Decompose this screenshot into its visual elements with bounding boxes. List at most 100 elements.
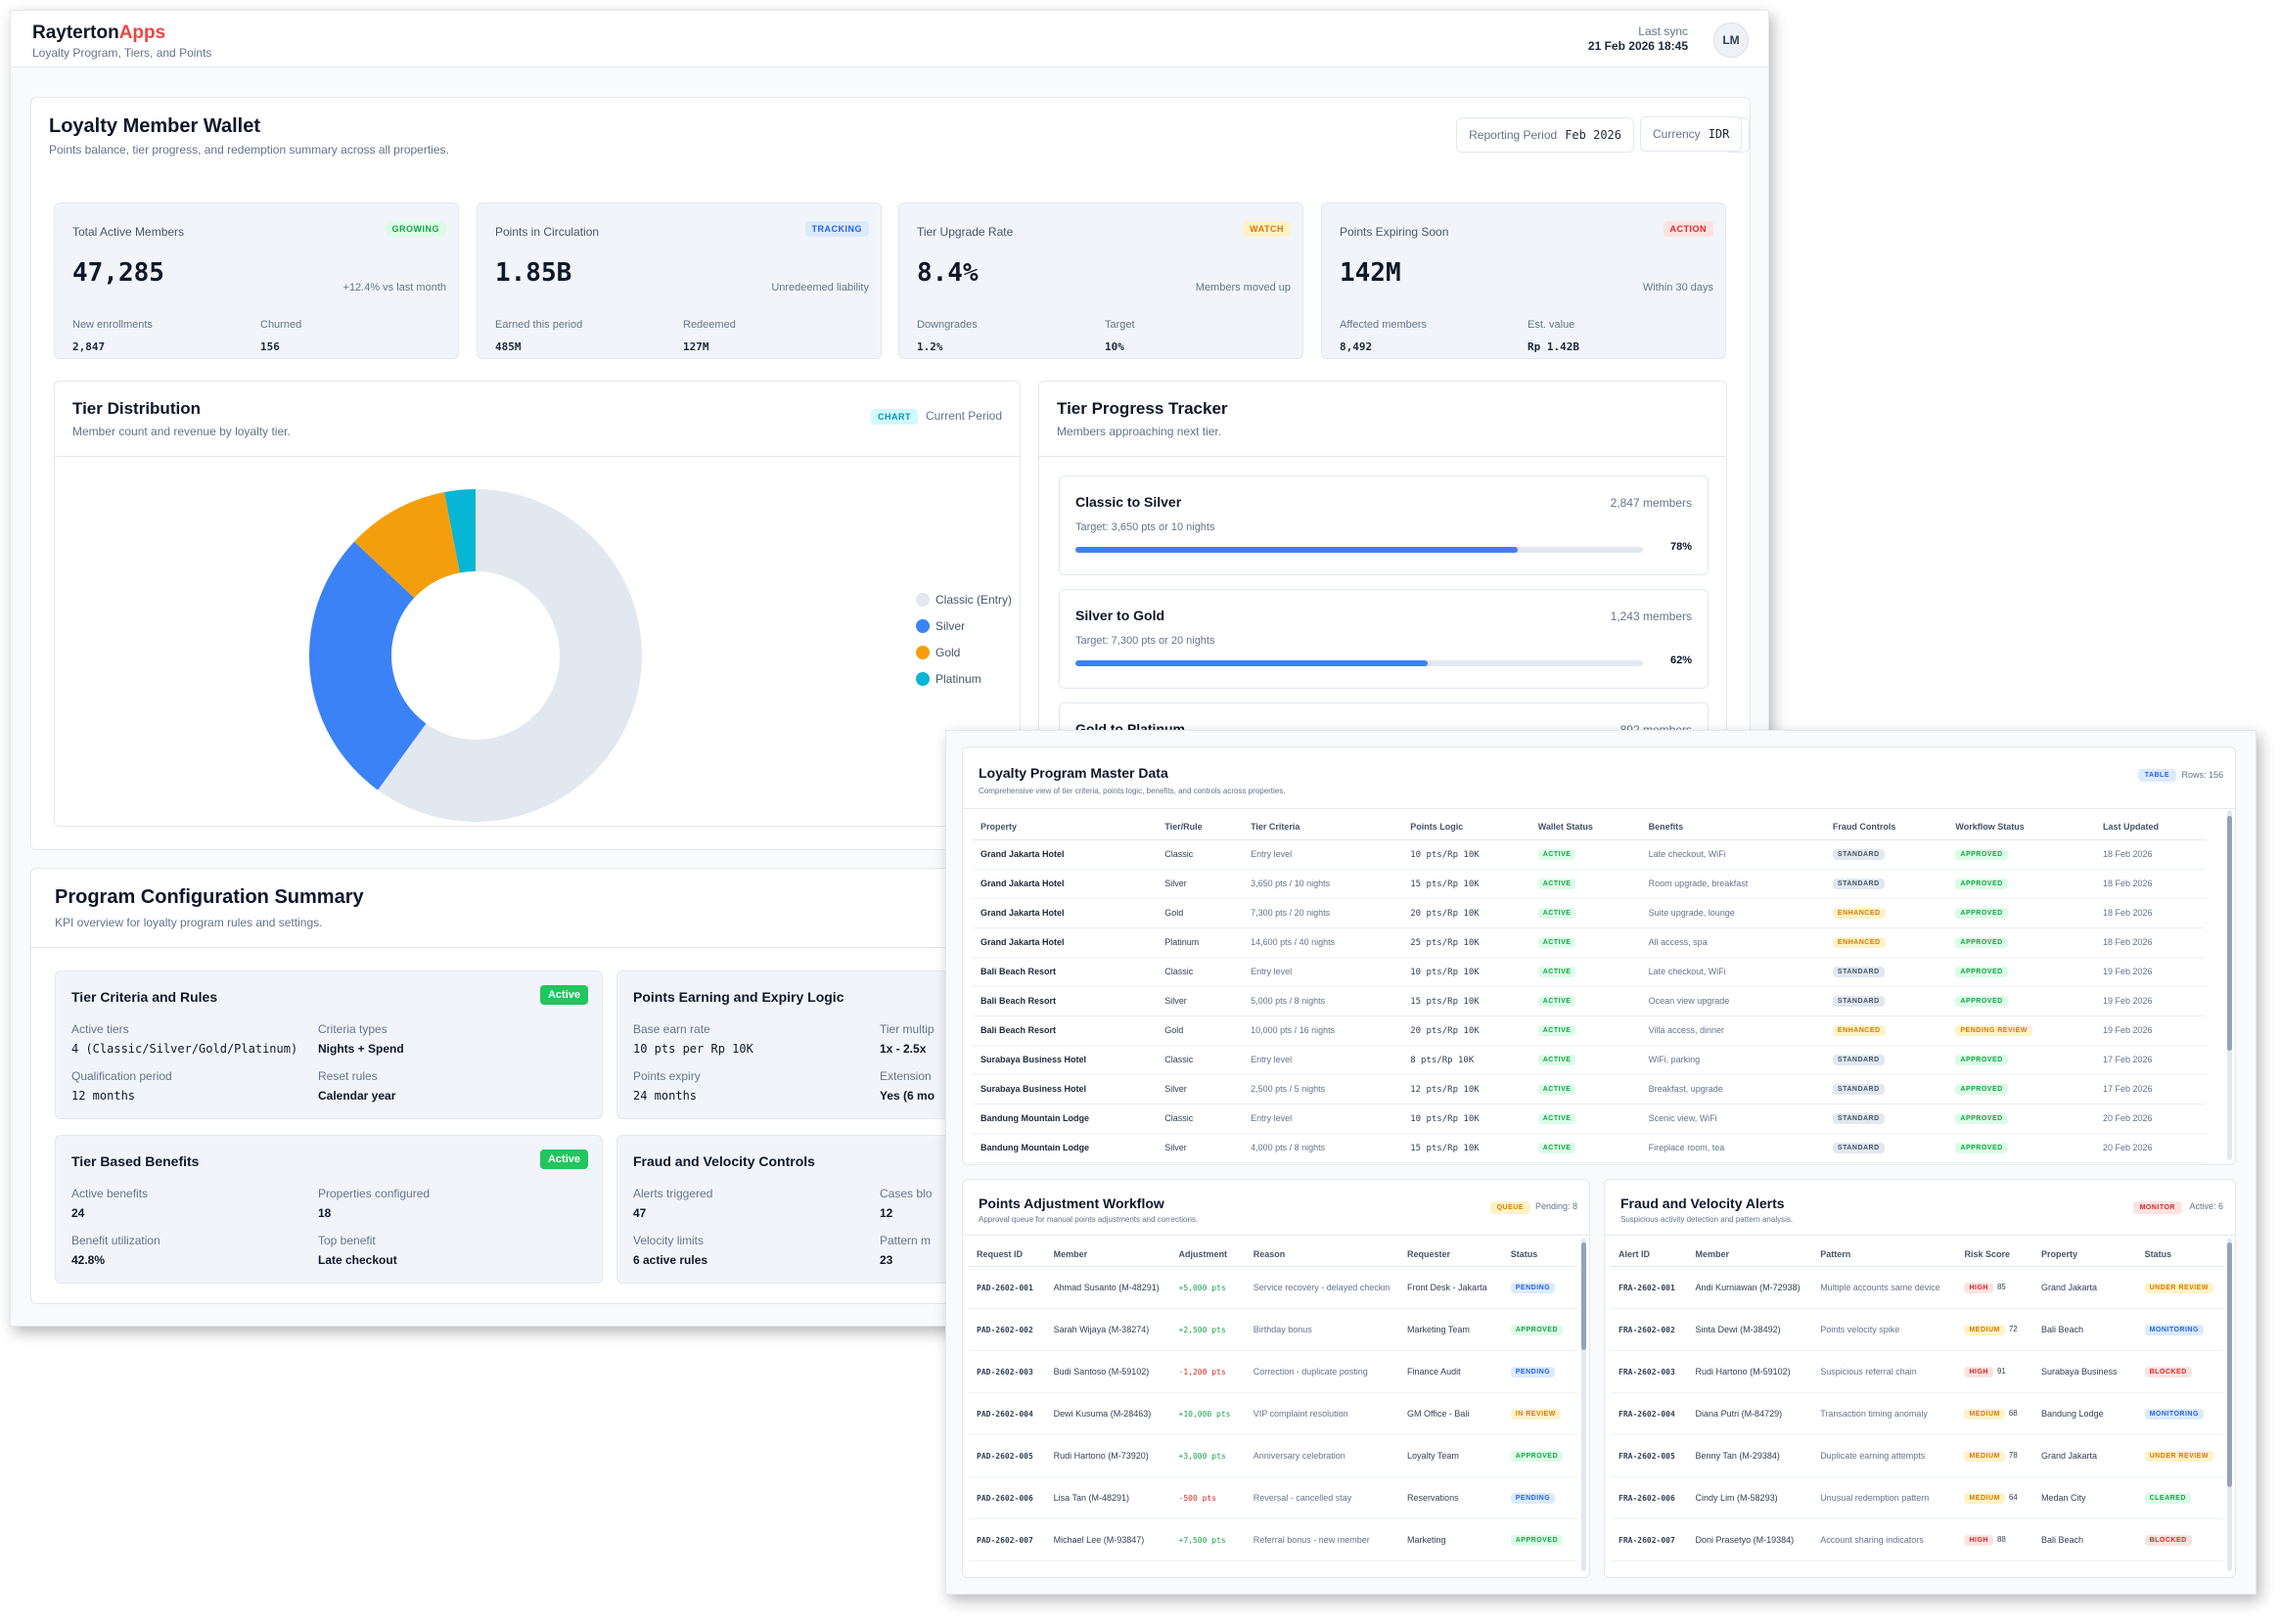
column-header[interactable]: Tier Criteria — [1243, 814, 1403, 840]
table-row[interactable]: PAD-2602-002 Sarah Wijaya (M-38274) +2,500… — [969, 1308, 1577, 1351]
kpi-card[interactable]: Points Expiring Soon ACTION 142M Within 30 … — [1321, 203, 1726, 359]
table-row[interactable]: FRA-2602-005 Benny Tan (M-29384) Duplicate… — [1611, 1434, 2223, 1477]
column-header[interactable]: Tier/Rule — [1157, 814, 1244, 840]
column-header[interactable]: Property — [973, 814, 1158, 840]
tracker-item-title: Classic to Silver — [1075, 494, 1182, 510]
column-header[interactable]: Property — [2033, 1242, 2137, 1267]
kpi-badge: WATCH — [1243, 221, 1291, 237]
kpi-title: Points in Circulation — [495, 225, 600, 239]
tier-donut-chart[interactable] — [55, 382, 1021, 827]
column-header[interactable]: Request ID — [969, 1242, 1046, 1267]
alerts-scroll-thumb[interactable] — [2227, 1242, 2232, 1487]
config-card[interactable]: Tier Based Benefits Active Active benefits… — [55, 1135, 603, 1284]
table-cell: FRA-2602-004 — [1611, 1392, 1688, 1435]
status-badge: ACTIVE — [1537, 908, 1576, 919]
column-header[interactable]: Member — [1687, 1242, 1813, 1267]
table-row[interactable]: Grand Jakarta Hotel Gold 7,300 pts / 20 ni… — [973, 898, 2206, 928]
table-cell: Suspicious referral chain — [1812, 1350, 1957, 1393]
table-row[interactable]: FRA-2602-006 Cindy Lim (M-58293) Unusual r… — [1611, 1476, 2223, 1519]
distribution-period[interactable]: Current Period — [925, 409, 1002, 423]
legend-item[interactable]: Classic (Entry) — [916, 593, 1012, 607]
table-cell: -1,200 pts — [1170, 1350, 1246, 1393]
table-row[interactable]: Bandung Mountain Lodge Silver 4,000 pts / … — [973, 1133, 2206, 1163]
currency-selector[interactable]: Currency IDR — [1640, 116, 1743, 152]
table-row[interactable]: FRA-2602-002 Sinta Dewi (M-38492) Points v… — [1611, 1308, 2223, 1351]
legend-item[interactable]: Gold — [916, 646, 960, 659]
config-key: Cases blo — [880, 1187, 933, 1200]
table-row[interactable]: Surabaya Business Hotel Classic Entry leve… — [973, 1045, 2206, 1075]
table-row[interactable]: PAD-2602-005 Rudi Hartono (M-73920) +3,000… — [969, 1434, 1577, 1477]
column-header[interactable]: Pattern — [1812, 1242, 1957, 1267]
column-header[interactable]: Requester — [1399, 1242, 1503, 1267]
tier-progress-card[interactable]: Silver to Gold 1,243 members Target: 7,300… — [1059, 589, 1709, 689]
column-header[interactable]: Alert ID — [1611, 1242, 1688, 1267]
table-row[interactable]: Surabaya Business Hotel Silver 2,500 pts /… — [973, 1074, 2206, 1105]
legend-item[interactable]: Platinum — [916, 672, 981, 686]
table-row[interactable]: FRA-2602-004 Diana Putri (M-84729) Transac… — [1611, 1392, 2223, 1435]
adjust-scroll-thumb[interactable] — [1581, 1242, 1586, 1350]
donut-slice-silver[interactable] — [309, 541, 427, 790]
config-key: Top benefit — [318, 1234, 376, 1247]
column-header[interactable]: Last Updated — [2094, 814, 2206, 840]
table-row[interactable]: Bali Beach Resort Silver 5,000 pts / 8 nig… — [973, 986, 2206, 1016]
table-row[interactable]: PAD-2602-006 Lisa Tan (M-48291) -500 pts Re… — [969, 1476, 1577, 1519]
column-header[interactable]: Adjustment — [1170, 1242, 1246, 1267]
config-card[interactable]: Tier Criteria and Rules Active Active tier… — [55, 970, 603, 1119]
kpi-note: Within 30 days — [1642, 282, 1713, 293]
adjust-scrollbar[interactable] — [1581, 1239, 1586, 1571]
table-row[interactable]: FRA-2602-007 Doni Prasetyo (M-19384) Accou… — [1611, 1518, 2223, 1561]
status-badge: ENHANCED — [1832, 937, 1886, 948]
column-header[interactable]: Points Logic — [1402, 814, 1530, 840]
config-value: 4 (Classic/Silver/Gold/Platinum) — [71, 1042, 298, 1056]
table-cell: Grand Jakarta Hotel — [973, 839, 1158, 870]
risk-level-badge: HIGH — [1964, 1366, 1993, 1377]
table-row[interactable]: FRA-2602-001 Andi Kurniawan (M-72938) Mult… — [1611, 1266, 2223, 1309]
table-cell: Room upgrade, breakfast — [1640, 869, 1825, 899]
table-row[interactable]: Bali Beach Resort Gold 10,000 pts / 16 nig… — [973, 1015, 2206, 1046]
table-row[interactable]: Bali Beach Resort Classic Entry level 10 pt… — [973, 957, 2206, 987]
table-row[interactable]: PAD-2602-007 Michael Lee (M-93847) +7,500 … — [969, 1518, 1577, 1561]
status-badge: ACTIVE — [1537, 1055, 1576, 1065]
column-header[interactable]: Status — [2136, 1242, 2223, 1267]
table-row[interactable]: PAD-2602-004 Dewi Kusuma (M-28463) +10,000… — [969, 1392, 1577, 1435]
table-row[interactable]: Grand Jakarta Hotel Classic Entry level 10 … — [973, 839, 2206, 870]
table-row[interactable]: Grand Jakarta Hotel Platinum 14,600 pts / … — [973, 927, 2206, 958]
kpi-card[interactable]: Points in Circulation TRACKING 1.85B Unrede… — [477, 203, 882, 359]
brand-logo[interactable]: RaytertonApps — [32, 23, 165, 44]
table-cell: PAD-2602-006 — [969, 1476, 1046, 1519]
legend-label: Gold — [935, 646, 961, 659]
tier-progress-card[interactable]: Classic to Silver 2,847 members Target: 3,… — [1059, 475, 1709, 575]
donut-slice-classic[interactable] — [378, 489, 642, 822]
distribution-title: Tier Distribution — [72, 399, 201, 418]
table-row[interactable]: PAD-2602-003 Budi Santoso (M-59102) -1,200… — [969, 1350, 1577, 1393]
master-scroll-thumb[interactable] — [2227, 816, 2232, 1051]
fraud-alerts-panel: Fraud and Velocity Alerts Suspicious act… — [1604, 1179, 2236, 1578]
tracker-item-count: 1,243 members — [1610, 609, 1692, 623]
kpi-card[interactable]: Tier Upgrade Rate WATCH 8.4% Members moved … — [898, 203, 1303, 359]
avatar[interactable]: LM — [1713, 23, 1749, 58]
column-header[interactable]: Member — [1045, 1242, 1171, 1267]
tracker-item-target: Target: 7,300 pts or 20 nights — [1075, 635, 1215, 647]
table-row[interactable]: FRA-2602-003 Rudi Hartono (M-59102) Suspic… — [1611, 1350, 2223, 1393]
column-header[interactable]: Fraud Controls — [1824, 814, 1948, 840]
column-header[interactable]: Benefits — [1640, 814, 1825, 840]
column-header[interactable]: Reason — [1245, 1242, 1400, 1267]
table-cell: FRA-2602-003 — [1611, 1350, 1688, 1393]
kpi-card[interactable]: Total Active Members GROWING 47,285 +12.4% … — [54, 203, 459, 359]
table-cell: 15 pts/Rp 10K — [1402, 1133, 1530, 1163]
donut-slice-platinum[interactable] — [444, 489, 476, 573]
column-header[interactable]: Wallet Status — [1529, 814, 1641, 840]
legend-item[interactable]: Silver — [916, 619, 965, 633]
column-header[interactable]: Status — [1502, 1242, 1577, 1267]
table-cell: Front Desk - Jakarta — [1399, 1266, 1503, 1309]
table-row[interactable]: Bandung Mountain Lodge Classic Entry level… — [973, 1104, 2206, 1134]
request-id: PAD-2602-001 — [977, 1283, 1033, 1292]
divider — [963, 808, 2235, 809]
table-row[interactable]: PAD-2602-001 Ahmad Susanto (M-48291) +5,00… — [969, 1266, 1577, 1309]
period-label: Reporting Period — [1469, 128, 1558, 142]
reporting-period-selector[interactable]: Reporting Period Feb 2026 — [1456, 117, 1634, 153]
column-header[interactable]: Risk Score — [1956, 1242, 2034, 1267]
table-row[interactable]: Grand Jakarta Hotel Silver 3,650 pts / 10 … — [973, 869, 2206, 899]
column-header[interactable]: Workflow Status — [1947, 814, 2095, 840]
donut-slice-gold[interactable] — [354, 492, 460, 599]
